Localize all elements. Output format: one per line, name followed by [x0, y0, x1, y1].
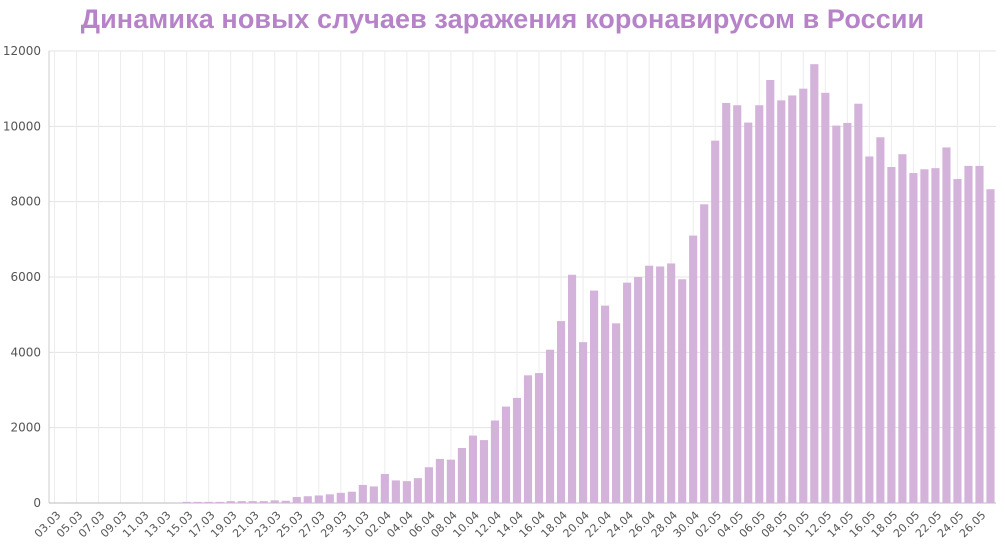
bar	[810, 64, 819, 503]
y-tick-label: 2000	[10, 421, 41, 435]
bar	[590, 290, 599, 503]
bar	[821, 92, 830, 503]
bar	[314, 495, 323, 503]
bar	[534, 373, 544, 503]
bar	[292, 496, 301, 503]
bar	[634, 277, 643, 503]
bar	[457, 448, 467, 503]
bar	[402, 481, 411, 503]
bar	[865, 156, 874, 503]
y-tick-label: 8000	[10, 195, 41, 209]
bar	[237, 501, 246, 503]
bar	[490, 420, 500, 503]
bar	[766, 80, 775, 504]
bar	[964, 165, 973, 503]
bar	[468, 435, 478, 503]
bar	[832, 125, 841, 503]
bar	[479, 440, 489, 503]
bar	[777, 100, 786, 504]
bar	[601, 305, 610, 503]
bar	[270, 500, 279, 503]
bar	[744, 122, 753, 504]
bar	[556, 321, 566, 503]
bar	[567, 274, 577, 503]
bar	[788, 95, 797, 504]
y-tick-label: 10000	[3, 119, 41, 133]
bar	[358, 484, 367, 503]
bar	[303, 496, 312, 503]
bar	[909, 173, 918, 504]
bar	[843, 122, 852, 504]
bar	[986, 189, 995, 503]
bar	[545, 349, 555, 503]
bar	[446, 459, 455, 503]
bar	[215, 501, 224, 503]
bar	[755, 105, 764, 504]
bar	[347, 491, 356, 503]
y-tick-label: 6000	[10, 270, 41, 284]
bar	[942, 147, 951, 503]
bar	[193, 501, 202, 503]
bar	[898, 154, 907, 503]
bar	[380, 473, 389, 503]
y-tick-label: 4000	[10, 345, 41, 359]
bar	[689, 235, 698, 504]
bar	[523, 375, 533, 503]
bar	[645, 265, 654, 503]
bar	[931, 168, 940, 504]
bar	[667, 263, 676, 503]
bar	[413, 478, 422, 503]
bar	[953, 179, 962, 504]
bar	[920, 169, 929, 504]
bar	[204, 501, 213, 503]
bar	[876, 137, 885, 504]
bar	[578, 342, 588, 503]
bar	[623, 282, 632, 503]
y-tick-label: 0	[33, 496, 41, 510]
bar	[325, 494, 334, 503]
chart-title: Динамика новых случаев заражения коронав…	[80, 4, 925, 34]
bar	[854, 103, 863, 503]
bar	[259, 501, 268, 503]
bar	[512, 397, 522, 503]
bar	[799, 88, 808, 504]
bar	[501, 406, 511, 503]
bar	[711, 140, 720, 503]
bar	[612, 323, 621, 503]
bar	[733, 105, 742, 504]
bar	[722, 102, 731, 503]
bar	[391, 480, 400, 503]
bar	[281, 500, 290, 503]
bar	[887, 167, 896, 503]
bar	[226, 501, 235, 503]
bar	[424, 467, 433, 503]
bar	[182, 501, 191, 503]
bar	[975, 165, 984, 503]
bar	[700, 204, 709, 503]
bar	[369, 486, 378, 503]
y-tick-label: 12000	[3, 44, 41, 58]
bar	[336, 492, 345, 503]
bar	[435, 458, 444, 503]
bar	[678, 279, 687, 503]
bar	[656, 266, 665, 503]
bar	[248, 501, 257, 503]
